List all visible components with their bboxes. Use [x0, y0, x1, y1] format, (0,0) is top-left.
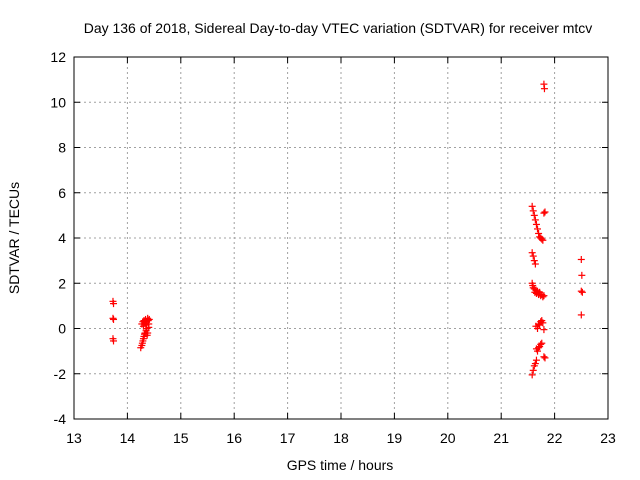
data-point	[531, 216, 539, 224]
data-point	[529, 207, 537, 215]
x-tick-label: 21	[493, 430, 509, 446]
x-axis-label: GPS time / hours	[287, 457, 394, 473]
y-tick-label: 0	[58, 321, 66, 337]
data-point	[577, 311, 585, 319]
x-tick-label: 13	[66, 430, 82, 446]
data-point	[578, 271, 586, 279]
data-point	[531, 360, 539, 368]
x-tick-label: 15	[173, 430, 189, 446]
data-point	[530, 211, 538, 219]
data-point	[145, 315, 153, 323]
data-point	[532, 220, 540, 228]
y-tick-label: 10	[50, 94, 66, 110]
data-point	[535, 229, 543, 237]
chart-title: Day 136 of 2018, Sidereal Day-to-day VTE…	[84, 20, 593, 36]
x-tick-label: 18	[333, 430, 349, 446]
data-point	[528, 249, 536, 257]
data-point	[540, 209, 548, 217]
x-tick-label: 20	[440, 430, 456, 446]
data-point	[528, 371, 536, 379]
data-point	[539, 319, 547, 327]
data-point	[110, 337, 118, 345]
y-tick-label: -4	[54, 411, 67, 427]
data-point	[577, 287, 585, 295]
x-tick-label: 23	[600, 430, 616, 446]
data-point	[534, 347, 542, 355]
y-tick-label: 12	[50, 49, 66, 65]
data-point	[528, 202, 536, 210]
grid-lines	[74, 57, 608, 419]
x-tick-label: 22	[547, 430, 563, 446]
x-tick-label: 19	[387, 430, 403, 446]
y-axis-label: SDTVAR / TECUs	[6, 182, 22, 294]
y-tick-label: 6	[58, 185, 66, 201]
x-tick-label: 16	[226, 430, 242, 446]
data-point	[534, 225, 542, 233]
data-point	[110, 315, 118, 323]
data-point	[540, 85, 548, 93]
data-point	[541, 208, 549, 216]
data-points	[109, 80, 586, 379]
y-axis-tick-labels: -4 -2 0 2 4 6 8 10 12	[50, 49, 66, 427]
data-point	[532, 356, 540, 364]
data-point	[145, 323, 153, 331]
data-point	[529, 252, 537, 260]
data-point	[540, 292, 548, 300]
data-point	[540, 353, 548, 361]
data-point	[110, 300, 118, 308]
data-point	[539, 236, 547, 244]
y-tick-label: 4	[58, 230, 66, 246]
data-point	[538, 235, 546, 243]
data-point	[540, 326, 548, 334]
data-point	[537, 340, 545, 348]
data-point	[531, 260, 539, 268]
x-tick-label: 14	[120, 430, 136, 446]
data-point	[541, 354, 549, 362]
y-tick-label: 8	[58, 140, 66, 156]
plot-frame	[73, 56, 609, 420]
y-tick-label: 2	[58, 275, 66, 291]
data-point	[577, 255, 585, 263]
data-point	[538, 339, 546, 347]
x-axis-tick-labels: 13 14 15 16 17 18 19 20 21 22 23	[66, 430, 616, 446]
data-point	[578, 288, 586, 296]
data-point	[539, 293, 547, 301]
x-tick-label: 17	[280, 430, 296, 446]
data-point	[530, 257, 538, 265]
data-point	[144, 329, 152, 337]
data-point	[529, 366, 537, 374]
y-tick-label: -2	[54, 366, 67, 382]
